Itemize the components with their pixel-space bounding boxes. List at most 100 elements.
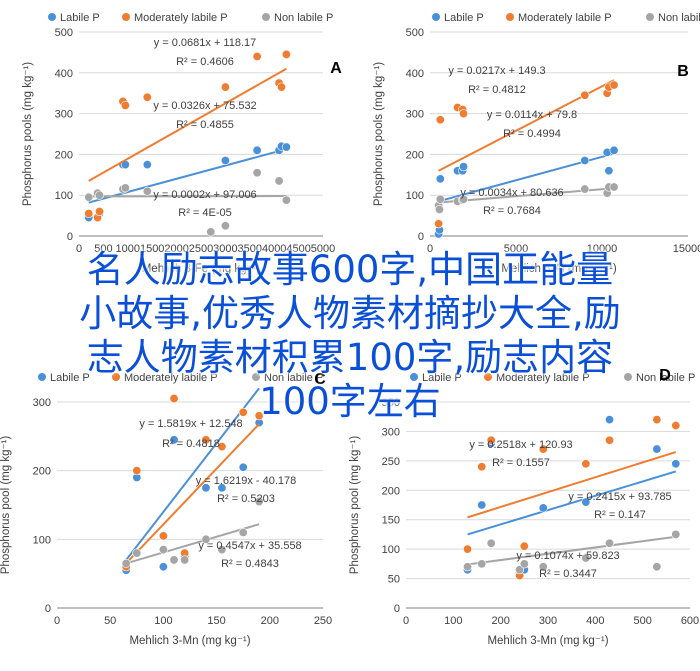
r-squared-label: R² = 0.4812 bbox=[468, 84, 526, 96]
legend-label: Non labile P bbox=[636, 372, 695, 384]
x-axis-title: Mehlich 3-Mn (mg kg⁻¹) bbox=[129, 635, 250, 647]
data-point bbox=[217, 442, 227, 452]
data-point bbox=[538, 444, 548, 454]
data-point bbox=[519, 541, 529, 551]
data-point bbox=[238, 527, 248, 537]
x-tick-label: 100 bbox=[154, 615, 172, 627]
trend-equation: y = 0.0326x + 75.532 bbox=[153, 100, 256, 112]
data-point bbox=[609, 145, 619, 155]
trend-equation: y = 0.0681x + 118.17 bbox=[154, 37, 257, 49]
r-squared-label: R² = 4E-05 bbox=[178, 207, 232, 219]
panel-label: D bbox=[659, 367, 671, 384]
data-point bbox=[120, 100, 130, 110]
data-point bbox=[281, 142, 291, 152]
y-tick-label: 400 bbox=[55, 68, 73, 80]
x-axis-title: Mehlich 3-Mn (mg kg⁻¹) bbox=[487, 635, 608, 647]
trendline bbox=[125, 423, 260, 565]
legend-label: Labile P bbox=[422, 372, 462, 384]
data-point bbox=[671, 529, 681, 539]
legend-label: Non labile P bbox=[658, 12, 700, 24]
data-point bbox=[94, 190, 104, 200]
x-tick-label: 3500 bbox=[238, 243, 262, 255]
trend-equation: y = 0.1074x + 59.823 bbox=[516, 550, 619, 562]
data-point bbox=[538, 503, 548, 513]
panel-label: A bbox=[330, 60, 342, 77]
y-tick-label: 500 bbox=[406, 27, 424, 39]
data-point bbox=[581, 553, 591, 563]
data-point bbox=[84, 192, 94, 202]
data-point bbox=[254, 497, 264, 507]
data-point bbox=[277, 82, 287, 92]
data-point bbox=[652, 444, 662, 454]
data-point bbox=[580, 90, 590, 100]
x-tick-label: 250 bbox=[314, 615, 332, 627]
x-tick-label: 300 bbox=[539, 615, 557, 627]
data-point bbox=[486, 435, 496, 445]
data-point bbox=[434, 204, 444, 214]
y-tick-label: 350 bbox=[382, 397, 400, 409]
data-point bbox=[220, 156, 230, 166]
x-tick-label: 3000 bbox=[213, 243, 237, 255]
trend-equation: y = 1.6219x - 40.178 bbox=[196, 475, 297, 487]
data-point bbox=[180, 555, 190, 565]
y-axis-title: Phosphorus pool (mg kg⁻¹) bbox=[349, 436, 361, 575]
legend-label: Moderately labile P bbox=[124, 372, 218, 384]
x-tick-label: 15000 bbox=[673, 243, 700, 255]
y-tick-label: 0 bbox=[394, 603, 400, 615]
y-tick-label: 250 bbox=[382, 456, 400, 468]
x-tick-label: 0 bbox=[54, 615, 60, 627]
legend-marker bbox=[112, 373, 120, 381]
legend-marker bbox=[38, 373, 46, 381]
data-point bbox=[252, 145, 262, 155]
data-point bbox=[459, 109, 469, 119]
data-point bbox=[463, 544, 473, 554]
y-tick-label: 300 bbox=[382, 426, 400, 438]
trend-equation: y = 0.0002x + 97.006 bbox=[153, 189, 256, 201]
data-point bbox=[254, 411, 264, 421]
data-point bbox=[158, 562, 168, 572]
y-axis-title: Phosphorus pools (mg kg⁻¹) bbox=[373, 62, 385, 206]
data-point bbox=[201, 483, 211, 493]
x-axis-title: Mehlich 3-Al (mg kg⁻¹) bbox=[501, 263, 617, 275]
trend-equation: y = 0.0217x + 149.3 bbox=[448, 65, 545, 77]
data-point bbox=[142, 186, 152, 196]
data-point bbox=[605, 435, 615, 445]
data-point bbox=[217, 545, 227, 555]
x-tick-label: 4500 bbox=[286, 243, 310, 255]
x-tick-label: 500 bbox=[94, 243, 112, 255]
legend-label: Non labile P bbox=[264, 372, 323, 384]
legend-label: Moderately labile P bbox=[518, 12, 612, 24]
y-axis-title: Phosphorus pool (mg kg⁻¹) bbox=[0, 436, 12, 575]
trend-equation: y = 0.2415x + 93.785 bbox=[568, 491, 671, 503]
y-tick-label: 200 bbox=[382, 485, 400, 497]
y-tick-label: 300 bbox=[55, 109, 73, 121]
r-squared-label: R² = 0.3447 bbox=[539, 568, 597, 580]
legend-marker bbox=[646, 13, 654, 21]
data-point bbox=[515, 565, 525, 575]
chart-panel-b: 0100200300400500050001000015000Mehlich 3… bbox=[373, 12, 700, 275]
y-tick-label: 200 bbox=[55, 149, 73, 161]
y-tick-label: 200 bbox=[406, 149, 424, 161]
legend-marker bbox=[432, 13, 440, 21]
legend-marker bbox=[48, 13, 56, 21]
data-point bbox=[652, 415, 662, 425]
y-tick-label: 500 bbox=[55, 27, 73, 39]
x-tick-label: 400 bbox=[586, 615, 604, 627]
data-point bbox=[609, 80, 619, 90]
x-tick-label: 0 bbox=[403, 615, 409, 627]
y-tick-label: 0 bbox=[45, 603, 51, 615]
legend-label: Labile P bbox=[444, 12, 484, 24]
legend-label: Moderately labile P bbox=[496, 372, 590, 384]
r-squared-label: R² = 0.147 bbox=[594, 509, 646, 521]
data-point bbox=[609, 182, 619, 192]
data-point bbox=[486, 538, 496, 548]
panel-label: B bbox=[677, 63, 689, 80]
y-tick-label: 100 bbox=[406, 190, 424, 202]
data-point bbox=[220, 82, 230, 92]
trend-equation: y = 0.0114x + 79.8 bbox=[487, 109, 577, 121]
x-tick-label: 100 bbox=[444, 615, 462, 627]
trend-equation: y = 1.5819x + 12.548 bbox=[139, 418, 242, 430]
data-point bbox=[217, 483, 227, 493]
